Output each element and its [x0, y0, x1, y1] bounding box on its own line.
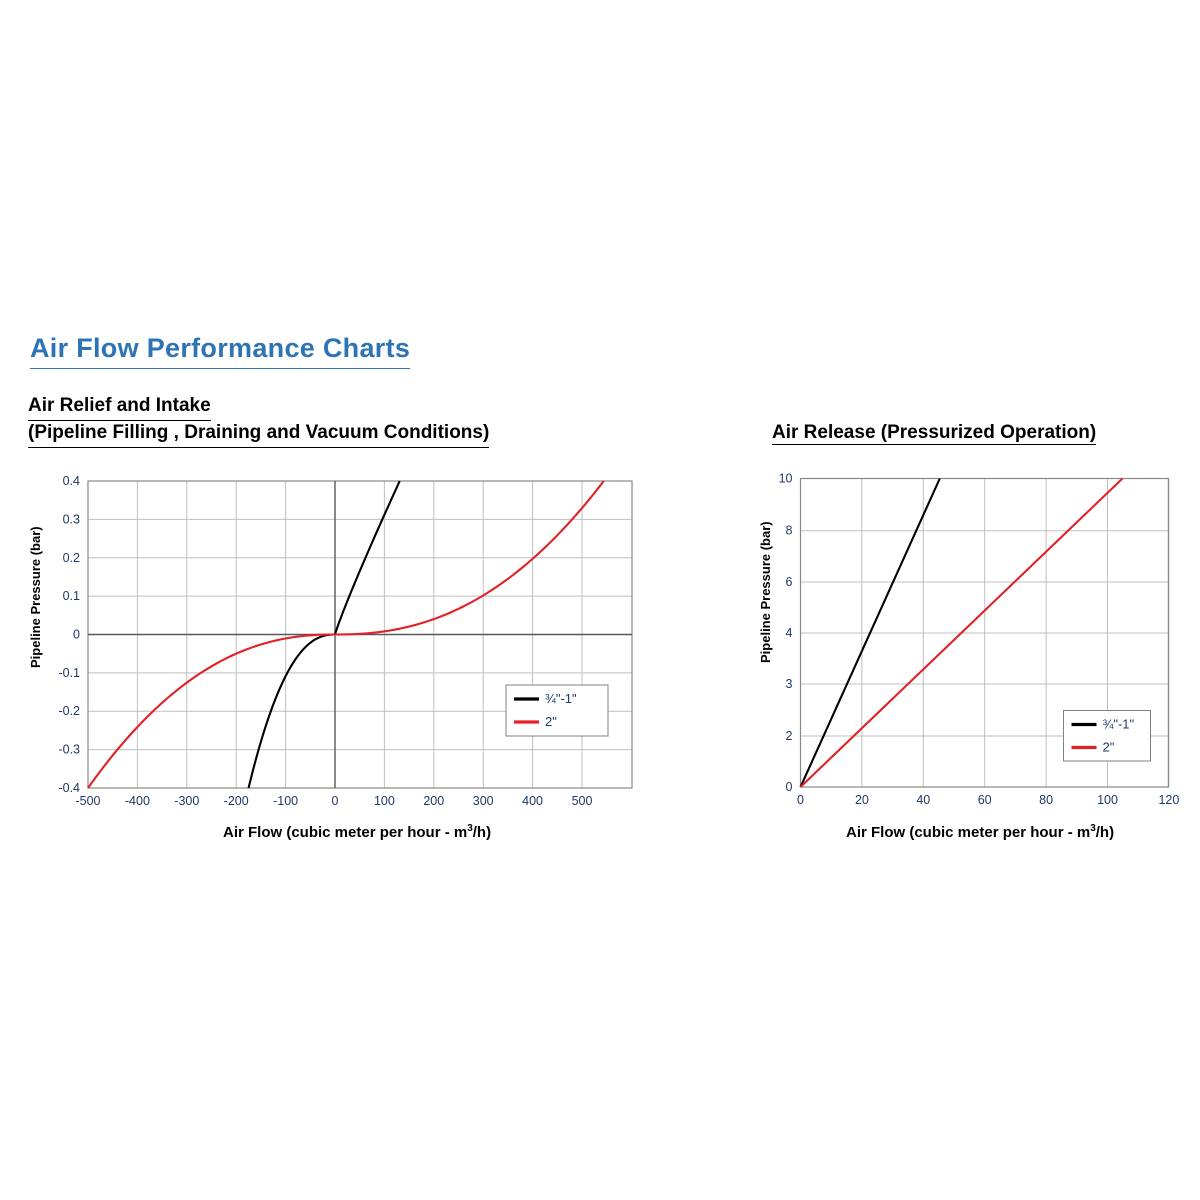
- svg-text:0.4: 0.4: [63, 475, 80, 488]
- svg-text:500: 500: [572, 794, 593, 808]
- svg-text:20: 20: [855, 793, 869, 807]
- svg-text:0: 0: [73, 628, 80, 642]
- svg-text:2": 2": [1103, 740, 1115, 755]
- svg-text:-200: -200: [224, 794, 249, 808]
- svg-text:80: 80: [1039, 793, 1053, 807]
- svg-text:0: 0: [786, 780, 793, 794]
- svg-text:6: 6: [786, 575, 793, 589]
- svg-text:8: 8: [786, 524, 793, 538]
- svg-text:10: 10: [779, 472, 793, 486]
- svg-text:0: 0: [332, 794, 339, 808]
- svg-text:0.3: 0.3: [63, 512, 80, 526]
- svg-text:400: 400: [522, 794, 543, 808]
- svg-text:200: 200: [423, 794, 444, 808]
- svg-text:¾"-1": ¾"-1": [545, 691, 577, 706]
- svg-text:-500: -500: [75, 794, 100, 808]
- svg-text:2: 2: [786, 729, 793, 743]
- svg-text:0: 0: [797, 793, 804, 807]
- svg-text:-400: -400: [125, 794, 150, 808]
- svg-text:-0.4: -0.4: [58, 781, 80, 795]
- svg-text:2": 2": [545, 714, 557, 729]
- svg-text:-300: -300: [174, 794, 199, 808]
- svg-text:120: 120: [1158, 793, 1179, 807]
- svg-text:3: 3: [786, 677, 793, 691]
- svg-text:-0.3: -0.3: [58, 743, 80, 757]
- svg-text:300: 300: [473, 794, 494, 808]
- svg-text:40: 40: [916, 793, 930, 807]
- svg-text:-0.1: -0.1: [58, 666, 80, 680]
- svg-text:0.1: 0.1: [63, 589, 80, 603]
- svg-text:-0.2: -0.2: [58, 704, 80, 718]
- svg-text:0.2: 0.2: [63, 551, 80, 565]
- svg-text:100: 100: [1097, 793, 1118, 807]
- svg-text:-100: -100: [273, 794, 298, 808]
- svg-text:4: 4: [786, 626, 793, 640]
- svg-text:¾"-1": ¾"-1": [1103, 717, 1135, 732]
- svg-text:100: 100: [374, 794, 395, 808]
- svg-text:60: 60: [978, 793, 992, 807]
